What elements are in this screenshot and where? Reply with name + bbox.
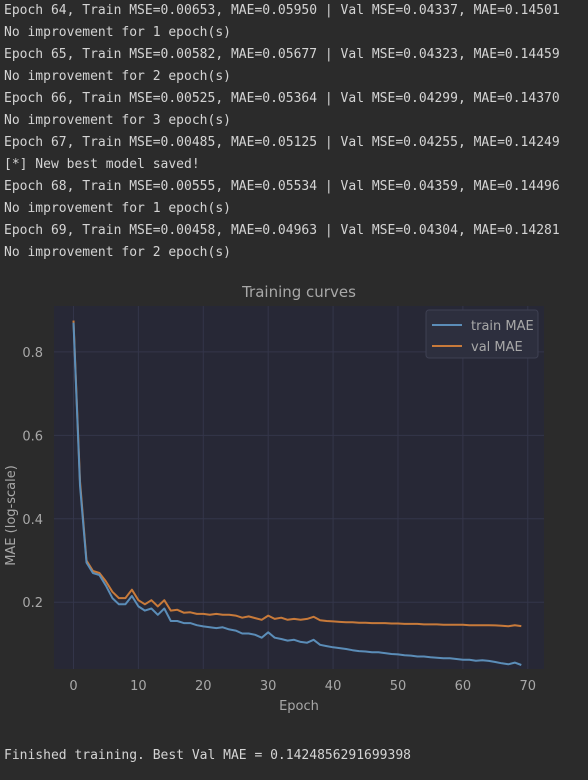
chart-svg: 0 10 20 30 40 50 60 70 0.2 0.4 0.6 0.8 Training curv…	[4, 283, 544, 714]
y-tick-label: 0.6	[22, 429, 43, 444]
final-summary-line: Finished training. Best Val MAE = 0.1424…	[4, 748, 411, 763]
y-tick-label: 0.2	[22, 596, 43, 611]
console-line: No improvement for 1 epoch(s)	[4, 25, 231, 40]
console-line: No improvement for 2 epoch(s)	[4, 69, 231, 84]
x-tick-label: 30	[260, 679, 277, 694]
x-tick-label: 70	[520, 679, 537, 694]
console-line: Epoch 66, Train MSE=0.00525, MAE=0.05364…	[4, 91, 560, 106]
console-line: No improvement for 1 epoch(s)	[4, 201, 231, 216]
legend-label: val MAE	[471, 340, 523, 355]
x-axis-label: Epoch	[279, 699, 319, 714]
training-curves-chart: 0 10 20 30 40 50 60 70 0.2 0.4 0.6 0.8 Training curv…	[0, 276, 588, 726]
series-line-val	[72, 320, 522, 628]
chart-title: Training curves	[241, 283, 356, 301]
console-line: No improvement for 2 epoch(s)	[4, 245, 231, 260]
x-tick-label: 20	[195, 679, 212, 694]
y-tick-label: 0.8	[22, 346, 43, 361]
console-line: No improvement for 3 epoch(s)	[4, 113, 231, 128]
console-line: [*] New best model saved!	[4, 157, 200, 172]
x-tick-label: 0	[69, 679, 77, 694]
plot-area	[54, 306, 544, 669]
console-line: Epoch 65, Train MSE=0.00582, MAE=0.05677…	[4, 47, 560, 62]
x-tick-label: 40	[325, 679, 342, 694]
console-log: Epoch 64, Train MSE=0.00653, MAE=0.05950…	[4, 0, 560, 264]
console-line: Epoch 67, Train MSE=0.00485, MAE=0.05125…	[4, 135, 560, 150]
console-line: Epoch 69, Train MSE=0.00458, MAE=0.04963…	[4, 223, 560, 238]
x-tick-label: 10	[130, 679, 147, 694]
y-axis-label: MAE (log-scale)	[4, 465, 19, 566]
console-line: Epoch 64, Train MSE=0.00653, MAE=0.05950…	[4, 3, 560, 18]
console-line: Epoch 68, Train MSE=0.00555, MAE=0.05534…	[4, 179, 560, 194]
x-tick-label: 60	[455, 679, 472, 694]
x-tick-label: 50	[390, 679, 407, 694]
series-line-train	[72, 322, 522, 666]
legend-label: train MAE	[471, 319, 534, 334]
y-tick-label: 0.4	[22, 513, 43, 528]
